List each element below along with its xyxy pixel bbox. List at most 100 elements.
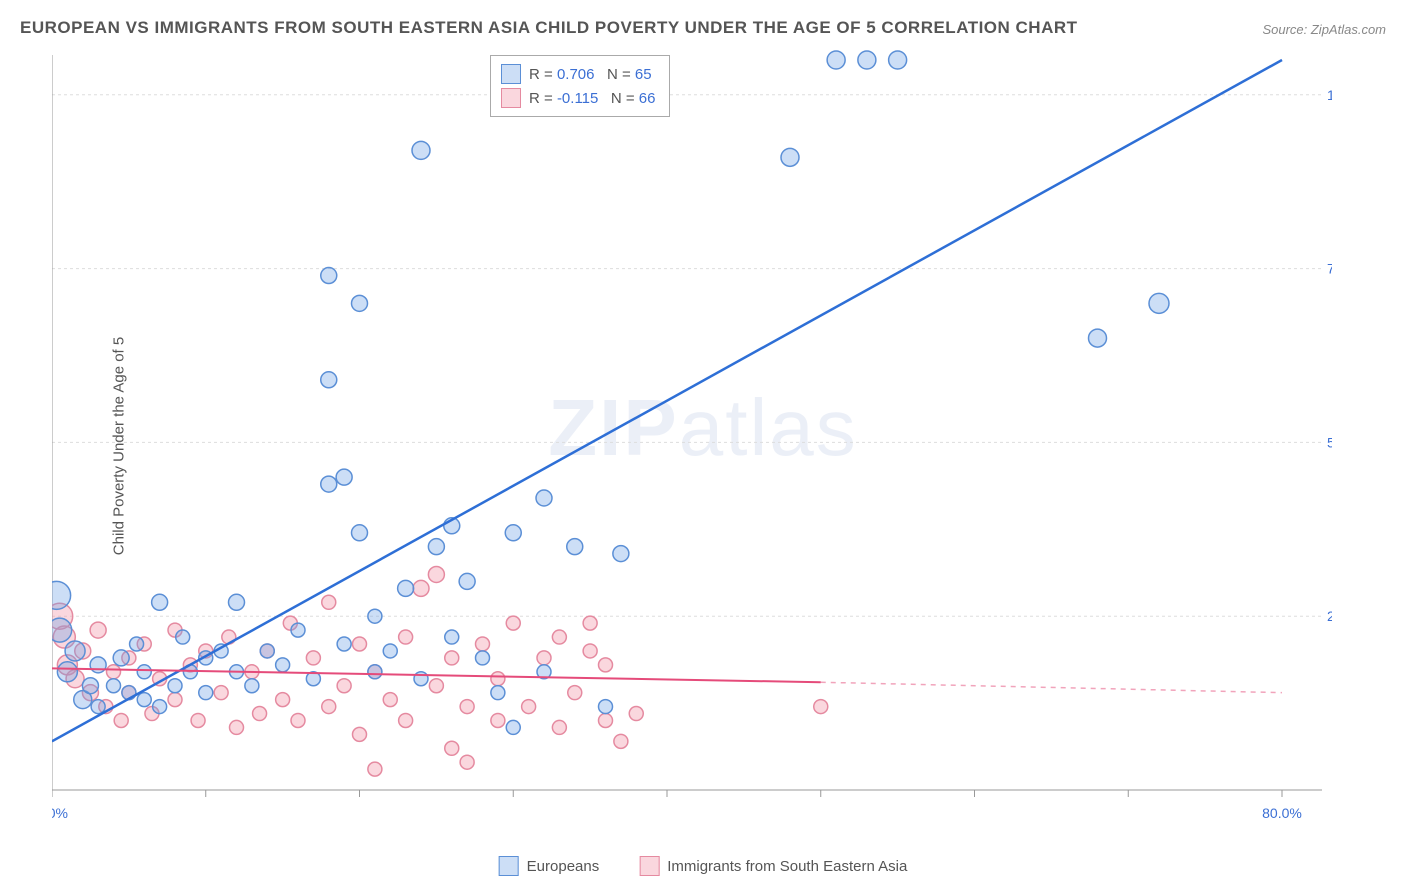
data-point xyxy=(445,630,459,644)
data-point xyxy=(353,727,367,741)
series-legend: Europeans Immigrants from South Eastern … xyxy=(499,856,908,876)
data-point xyxy=(814,700,828,714)
data-point xyxy=(459,573,475,589)
data-point xyxy=(107,665,121,679)
data-point xyxy=(567,539,583,555)
source-attribution: Source: ZipAtlas.com xyxy=(1262,22,1386,37)
data-point xyxy=(599,700,613,714)
data-point xyxy=(491,686,505,700)
data-point xyxy=(1089,329,1107,347)
data-point xyxy=(321,268,337,284)
data-point xyxy=(476,651,490,665)
data-point xyxy=(506,616,520,630)
legend-item-immigrant: Immigrants from South Eastern Asia xyxy=(639,856,907,876)
data-point xyxy=(306,651,320,665)
data-point xyxy=(352,525,368,541)
data-point xyxy=(82,678,98,694)
data-point xyxy=(491,672,505,686)
data-point xyxy=(253,707,267,721)
data-point xyxy=(352,295,368,311)
data-point xyxy=(537,651,551,665)
regression-line-european xyxy=(52,60,1282,741)
data-point xyxy=(398,580,414,596)
data-point xyxy=(137,665,151,679)
data-point xyxy=(889,51,907,69)
data-point xyxy=(245,679,259,693)
data-point xyxy=(399,630,413,644)
swatch-european-icon xyxy=(499,856,519,876)
regression-line-immigrant-extrapolated xyxy=(821,682,1282,692)
data-point xyxy=(506,720,520,734)
data-point xyxy=(90,622,106,638)
data-point xyxy=(781,148,799,166)
data-point xyxy=(583,616,597,630)
data-point xyxy=(168,679,182,693)
data-point xyxy=(260,644,274,658)
data-point xyxy=(337,679,351,693)
chart-title: EUROPEAN VS IMMIGRANTS FROM SOUTH EASTER… xyxy=(20,18,1078,38)
data-point xyxy=(428,539,444,555)
data-point xyxy=(613,546,629,562)
data-point xyxy=(107,679,121,693)
svg-text:25.0%: 25.0% xyxy=(1327,608,1332,624)
data-point xyxy=(445,741,459,755)
data-point xyxy=(321,476,337,492)
data-point xyxy=(113,650,129,666)
svg-text:80.0%: 80.0% xyxy=(1262,805,1302,821)
data-point xyxy=(353,637,367,651)
data-point xyxy=(336,469,352,485)
data-point xyxy=(460,700,474,714)
data-point xyxy=(276,693,290,707)
data-point xyxy=(599,658,613,672)
data-point xyxy=(368,665,382,679)
data-point xyxy=(214,686,228,700)
data-point xyxy=(552,630,566,644)
data-point xyxy=(413,580,429,596)
data-point xyxy=(52,618,72,642)
data-point xyxy=(368,762,382,776)
data-point xyxy=(153,700,167,714)
data-point xyxy=(276,658,290,672)
data-point xyxy=(130,637,144,651)
data-point xyxy=(199,686,213,700)
swatch-immigrant-icon xyxy=(639,856,659,876)
data-point xyxy=(399,713,413,727)
data-point xyxy=(522,700,536,714)
data-point xyxy=(114,713,128,727)
data-point xyxy=(291,623,305,637)
legend-row-immigrant: R = -0.115 N = 66 xyxy=(501,86,655,110)
data-point xyxy=(383,693,397,707)
data-point xyxy=(445,651,459,665)
data-point xyxy=(191,713,205,727)
data-point xyxy=(460,755,474,769)
legend-item-european: Europeans xyxy=(499,856,600,876)
data-point xyxy=(629,707,643,721)
data-point xyxy=(291,713,305,727)
swatch-european xyxy=(501,64,521,84)
data-point xyxy=(599,713,613,727)
data-point xyxy=(383,644,397,658)
data-point xyxy=(568,686,582,700)
data-point xyxy=(337,637,351,651)
svg-text:100.0%: 100.0% xyxy=(1327,87,1332,103)
data-point xyxy=(368,609,382,623)
data-point xyxy=(57,662,77,682)
data-point xyxy=(230,720,244,734)
data-point xyxy=(90,657,106,673)
data-point xyxy=(137,693,151,707)
data-point xyxy=(536,490,552,506)
data-point xyxy=(229,594,245,610)
legend-label-immigrant: Immigrants from South Eastern Asia xyxy=(667,858,907,875)
data-point xyxy=(552,720,566,734)
data-point xyxy=(91,700,105,714)
data-point xyxy=(412,141,430,159)
svg-text:50.0%: 50.0% xyxy=(1327,434,1332,450)
data-point xyxy=(1149,293,1169,313)
data-point xyxy=(583,644,597,658)
data-point xyxy=(505,525,521,541)
data-point xyxy=(176,630,190,644)
data-point xyxy=(65,641,85,661)
legend-label-european: Europeans xyxy=(527,858,600,875)
data-point xyxy=(827,51,845,69)
data-point xyxy=(428,566,444,582)
